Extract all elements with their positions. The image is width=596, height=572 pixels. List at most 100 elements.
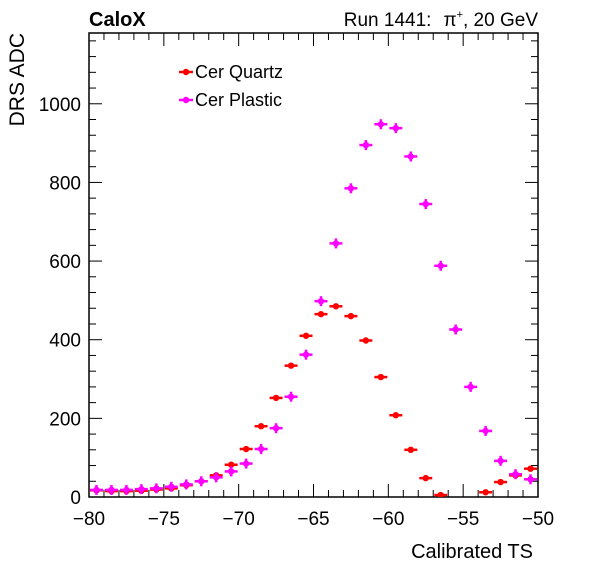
marker-dot [422, 474, 429, 482]
data-point-cer-plastic [134, 484, 148, 495]
y-tick-label: 800 [49, 173, 81, 194]
data-point-cer-plastic [494, 455, 508, 466]
x-tick-label: −60 [372, 509, 404, 530]
data-point-cer-plastic [509, 469, 523, 480]
marker-dot [257, 445, 265, 453]
marker-dot [227, 468, 235, 475]
marker-dot [287, 362, 295, 369]
marker-dot [452, 326, 459, 333]
x-tick-label: −80 [73, 509, 105, 530]
marker-dot [422, 200, 429, 208]
marker-dot [407, 446, 414, 454]
x-tick-label: −50 [522, 509, 554, 530]
marker-dot [123, 486, 130, 494]
marker-dot [482, 489, 489, 496]
marker-dot [407, 153, 414, 160]
data-point-cer-quartz [479, 489, 493, 496]
data-point-cer-quartz [434, 491, 448, 497]
x-tick-label: −55 [447, 509, 479, 530]
data-point-cer-plastic [404, 151, 418, 162]
data-point-cer-plastic [164, 481, 178, 492]
particle-symbol: π [443, 10, 456, 31]
marker-dot [497, 478, 504, 486]
data-point-cer-quartz [359, 337, 373, 344]
marker-dot [302, 351, 310, 358]
data-point-cer-quartz [419, 474, 433, 482]
data-point-cer-quartz [404, 446, 418, 454]
y-axis-title: DRS ADC [6, 33, 29, 126]
data-point-cer-quartz [284, 362, 298, 369]
marker-dot [198, 478, 205, 485]
data-point-cer-plastic [479, 425, 493, 436]
data-point-cer-plastic [434, 260, 448, 271]
y-tick-label: 0 [70, 488, 81, 509]
data-point-cer-plastic [224, 466, 238, 477]
plot-frame [88, 32, 539, 498]
y-tick-label: 200 [49, 409, 81, 430]
legend-label-cer-plastic: Cer Plastic [195, 90, 282, 110]
marker-dot [497, 457, 504, 465]
data-point-cer-plastic [299, 349, 313, 360]
marker-dot [347, 185, 355, 192]
data-point-cer-quartz [374, 373, 388, 381]
marker-dot [242, 445, 250, 453]
marker-dot [272, 424, 280, 432]
data-point-cer-quartz [239, 445, 253, 453]
data-point-cer-plastic [269, 423, 283, 434]
data-point-cer-quartz [389, 412, 403, 419]
legend: Cer Quartz Cer Plastic [179, 62, 283, 110]
x-tick-label: −70 [223, 509, 255, 530]
marker-dot [108, 486, 115, 494]
data-point-cer-plastic [419, 199, 433, 210]
marker-dot [452, 499, 458, 505]
data-point-cer-plastic [284, 391, 298, 402]
marker-dot [362, 337, 370, 344]
data-point-cer-plastic [329, 238, 343, 249]
data-point-cer-plastic [254, 444, 268, 455]
marker-dot [527, 476, 534, 483]
data-point-cer-quartz [314, 310, 328, 318]
marker-dot [467, 502, 473, 508]
data-point-cer-quartz [299, 332, 313, 339]
marker-dot [467, 383, 474, 391]
marker-dot [153, 485, 160, 492]
marker-dot [347, 312, 355, 320]
marker-dot [527, 465, 534, 472]
data-point-cer-plastic [524, 474, 537, 485]
data-point-cer-plastic [179, 479, 193, 490]
marker-dot [482, 427, 489, 435]
y-tick-label: 400 [49, 331, 81, 352]
data-point-cer-quartz [329, 303, 343, 310]
data-point-cer-plastic [344, 183, 358, 194]
run-info: Run 1441: [344, 10, 432, 31]
marker-dot [362, 141, 370, 149]
data-point-cer-quartz [494, 478, 508, 486]
series-layer [90, 119, 537, 508]
data-point-cer-plastic [389, 123, 403, 134]
marker-dot [392, 124, 400, 132]
data-point-cer-plastic [314, 296, 328, 307]
data-point-cer-quartz [269, 394, 283, 402]
marker-dot [512, 470, 519, 478]
x-axis-title: Calibrated TS [411, 541, 533, 563]
energy-label: , 20 GeV [463, 10, 538, 31]
marker-dot [168, 483, 175, 490]
data-point-cer-plastic [104, 484, 118, 495]
marker-dot [437, 262, 444, 269]
axes: −80 −75 −70 −65 −60 −55 −50 0 200 400 600 800 1000 [39, 32, 554, 530]
data-point-cer-quartz [224, 461, 238, 468]
data-point-cer-quartz [449, 499, 462, 505]
data-point-cer-quartz [524, 465, 537, 472]
marker-dot [392, 412, 400, 419]
marker-dot [257, 423, 265, 430]
marker-dot [227, 461, 235, 468]
data-point-cer-plastic [194, 476, 208, 487]
marker-dot [437, 491, 444, 497]
y-tick-label: 1000 [39, 95, 81, 116]
marker-dot [93, 486, 100, 494]
data-point-cer-quartz [254, 423, 268, 430]
data-point-cer-plastic [149, 483, 163, 494]
marker-dot [317, 297, 325, 305]
marker-dot [302, 332, 310, 339]
